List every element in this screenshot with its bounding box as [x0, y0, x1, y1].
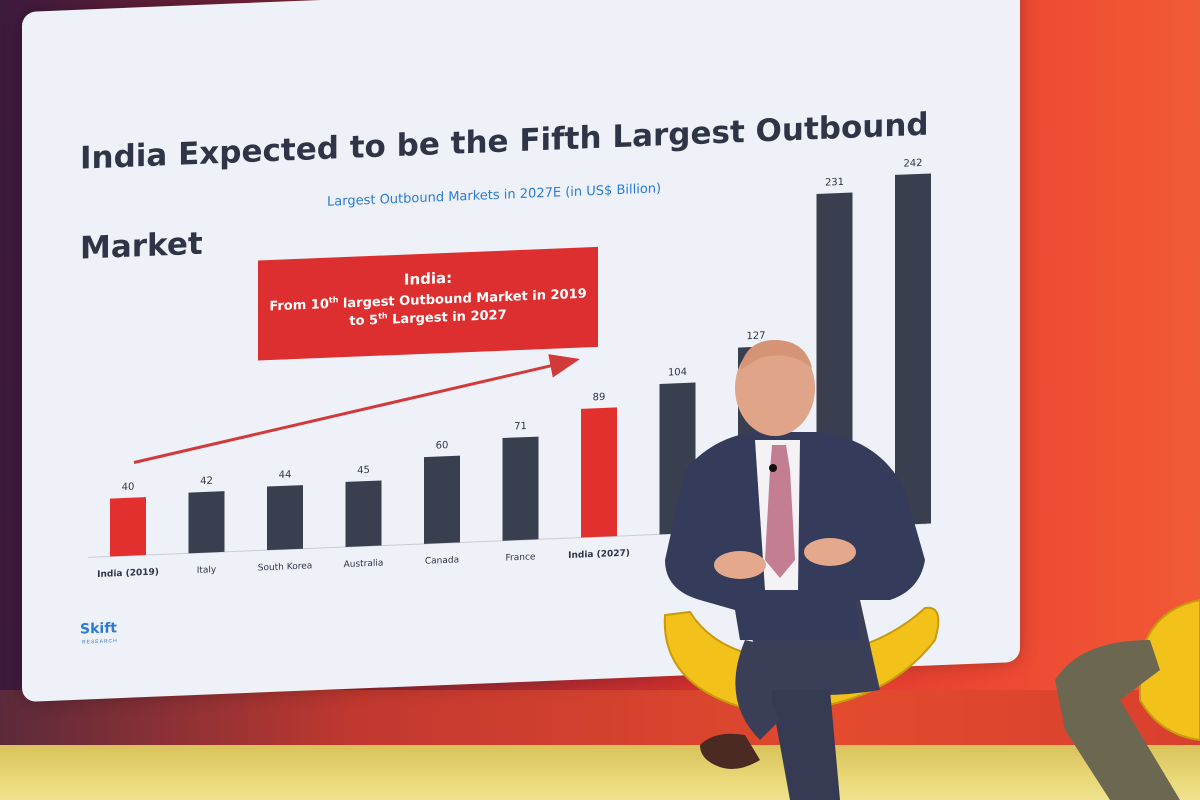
stage-lighting: [0, 690, 1200, 750]
category-label-6: India (2027): [568, 549, 630, 561]
bar-chart: 40 India (2019) 42 Italy 44 South Korea 45 Aust…: [88, 158, 931, 580]
bar-value-label-4: 60: [436, 440, 449, 452]
bar-value-label-5: 71: [514, 421, 527, 433]
bar-10: [895, 173, 931, 525]
category-label-3: Australia: [344, 558, 384, 570]
presentation-slide: India Expected to be the Fifth Largest O…: [22, 0, 1020, 702]
category-label-4: Canada: [425, 555, 459, 566]
speaker: [665, 340, 925, 800]
bar-3: [345, 480, 382, 548]
bar-4: [424, 455, 460, 544]
bar-value-label-2: 44: [279, 470, 292, 482]
bar-1: [188, 491, 225, 554]
bar-value-label-0: 40: [122, 482, 135, 494]
trend-arrow: [133, 354, 580, 464]
bar-value-label-8: 127: [746, 330, 765, 342]
bar-value-label-3: 45: [357, 465, 370, 477]
bar-value-label-9: 231: [825, 177, 844, 189]
stage-floor: [0, 745, 1200, 800]
bar-value-label-6: 89: [593, 392, 606, 404]
bar-value-label-1: 42: [200, 476, 213, 488]
category-label-0: India (2019): [97, 568, 159, 580]
category-label-2: South Korea: [258, 561, 313, 573]
bar-2: [267, 485, 303, 551]
second-person-leg: [1055, 640, 1180, 800]
category-label-5: France: [506, 552, 536, 563]
bar-0: [110, 497, 146, 557]
bar-value-label-7: 104: [668, 367, 687, 379]
yellow-chair-right: [1139, 598, 1200, 742]
bar-value-label-10: 242: [903, 158, 922, 170]
category-label-1: Italy: [197, 565, 217, 576]
bar-6: [581, 407, 617, 538]
bar-5: [502, 436, 539, 541]
